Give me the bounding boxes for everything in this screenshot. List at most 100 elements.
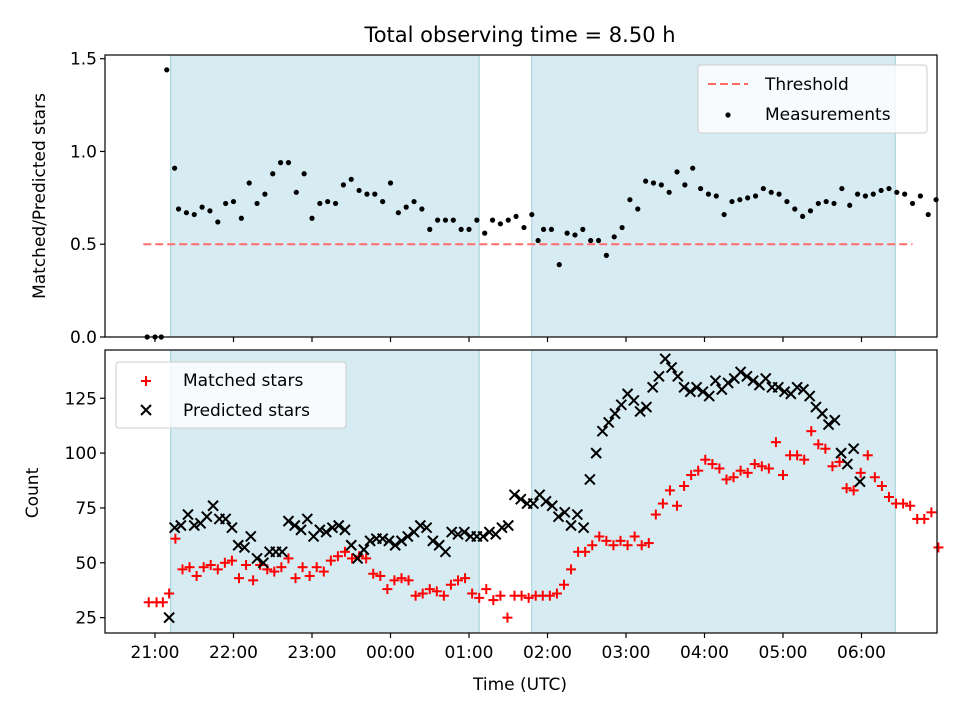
matched-star-point: [905, 500, 916, 511]
x-stroke: [175, 519, 187, 532]
predicted-star-point: [295, 524, 307, 536]
measurement-point: [387, 180, 394, 186]
measurement-point: [925, 211, 931, 218]
predicted-star-point: [320, 526, 332, 538]
predicted-star-point: [559, 506, 571, 519]
x-stroke: [797, 383, 810, 396]
matched-star-point: [304, 570, 315, 581]
matched-star-point: [679, 481, 690, 492]
measurement-point: [254, 200, 260, 207]
axes-frame: [104, 349, 938, 634]
x-stroke: [515, 493, 527, 505]
matched-star-point: [396, 573, 407, 584]
matched-star-point: [926, 507, 937, 518]
matched-star-point: [827, 461, 838, 472]
measurement-point: [238, 215, 244, 221]
matched-star-point: [806, 426, 817, 437]
predicted-star-point: [245, 530, 257, 543]
matched-star-point: [157, 597, 168, 608]
x-stroke: [289, 519, 301, 532]
x-tick-label: 01:00: [445, 643, 494, 663]
matched-star-point: [841, 483, 852, 494]
predicted-star-point: [741, 370, 753, 383]
measurement-point: [800, 213, 806, 220]
predicted-star-point: [628, 394, 640, 407]
predicted-star-point: [847, 443, 860, 455]
measurement-point: [556, 262, 562, 268]
matched-star-point: [417, 588, 428, 599]
x-stroke: [684, 385, 697, 398]
predicted-star-point: [722, 377, 734, 389]
predicted-star-point: [546, 500, 558, 512]
measurement-point: [619, 224, 625, 231]
measurement-point: [442, 217, 449, 223]
measurement-point: [721, 211, 727, 218]
matched-star-point: [558, 579, 569, 590]
predicted-star-point: [703, 390, 715, 402]
predicted-star-point: [646, 381, 659, 394]
matched-star-point: [164, 588, 175, 599]
x-stroke: [841, 458, 854, 470]
measurement-point: [752, 193, 759, 199]
matched-star-point: [297, 562, 308, 573]
measurement-point: [784, 198, 790, 205]
chart-title: Total observing time = 8.50 h: [363, 23, 675, 47]
matched-star-point: [290, 573, 301, 584]
x-stroke: [496, 521, 508, 534]
x-stroke: [709, 375, 722, 387]
x-stroke: [477, 530, 489, 543]
matched-star-point: [184, 562, 195, 573]
predicted-star-point: [439, 546, 452, 558]
predicted-star-point: [829, 414, 841, 426]
measurement-point: [847, 202, 853, 208]
measurement-point: [521, 224, 527, 231]
x-tick-label: 22:00: [209, 643, 258, 663]
predicted-star-point: [483, 526, 496, 538]
matched-star-point: [233, 573, 244, 584]
predicted-star-point: [452, 528, 464, 540]
axes-frame: [104, 54, 938, 338]
x-stroke: [527, 497, 540, 510]
x-stroke: [483, 526, 496, 538]
x-stroke: [854, 475, 866, 488]
predicted-star-point: [376, 532, 389, 545]
measurement-point: [658, 182, 664, 188]
predicted-star-point: [603, 416, 615, 429]
predicted-star-point: [565, 519, 577, 532]
predicted-star-point: [238, 541, 251, 554]
matched-star-point: [862, 450, 873, 461]
x-stroke: [446, 526, 458, 538]
measurement-point: [270, 171, 276, 177]
matched-star-point: [580, 546, 591, 557]
measurement-point: [611, 234, 617, 240]
x-tick-label: 05:00: [759, 643, 808, 663]
measurement-point: [792, 206, 798, 212]
matched-star-point: [516, 590, 527, 601]
x-stroke: [163, 611, 175, 624]
matched-star-point: [898, 498, 909, 509]
matched-star-point: [226, 555, 237, 566]
measurement-point: [278, 160, 284, 166]
x-stroke: [402, 530, 414, 543]
measurement-point: [870, 191, 876, 197]
x-stroke: [427, 535, 439, 547]
matched-star-point: [594, 531, 605, 542]
predicted-star-point: [458, 526, 470, 538]
x-stroke: [590, 447, 602, 459]
predicted-star-point: [584, 473, 596, 486]
measurement-point: [815, 200, 821, 207]
predicted-star-point: [835, 447, 847, 459]
predicted-star-point: [678, 381, 690, 394]
x-stroke: [433, 539, 445, 551]
predicted-star-point: [232, 539, 244, 551]
x-stroke: [778, 385, 791, 398]
predicted-star-point: [515, 493, 527, 505]
predicted-star-point: [697, 385, 709, 398]
measurement-point: [595, 237, 602, 244]
x-stroke: [772, 381, 784, 394]
matched-star-point: [693, 465, 704, 476]
predicted-star-point: [168, 521, 181, 534]
y-tick-label: 1.5: [70, 50, 97, 70]
x-stroke: [502, 519, 514, 532]
